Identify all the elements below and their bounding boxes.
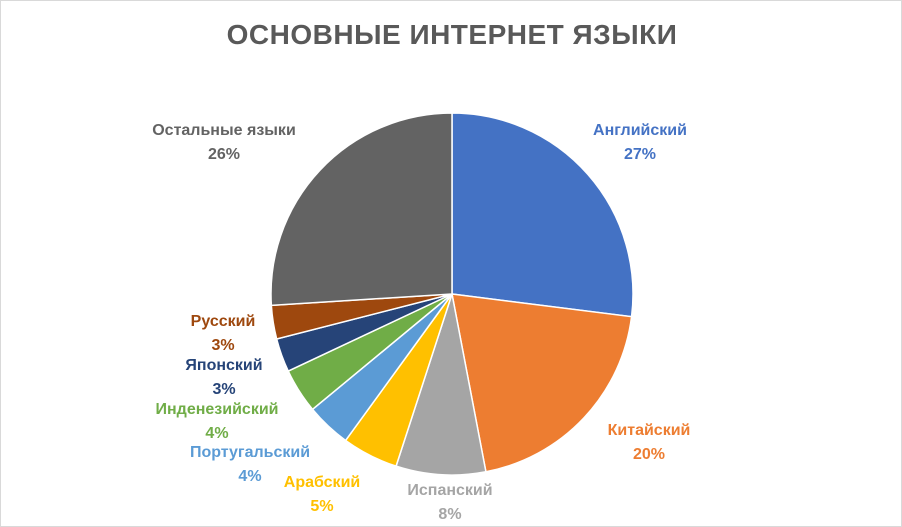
- pie-slice: [451, 293, 633, 473]
- slice-data-label: Английский 27%: [593, 119, 687, 167]
- slice-data-label: Китайский 20%: [608, 419, 691, 467]
- slice-percent-label: 3%: [211, 337, 235, 354]
- pie-slice: [451, 112, 634, 318]
- slice-data-label: Испанский 8%: [407, 479, 492, 527]
- slice-category-label: Остальные языки: [152, 122, 296, 139]
- slice-category-label: Португальский: [189, 444, 311, 461]
- slice-percent-label: 3%: [212, 381, 236, 398]
- slice-category-label: Испанский: [407, 482, 493, 499]
- pie-slice: [395, 293, 487, 476]
- slice-data-label: Японский 3%: [185, 354, 262, 402]
- slice-data-label: Русский 3%: [191, 310, 256, 358]
- slice-data-label: Арабский 5%: [284, 471, 360, 519]
- slice-data-label: Инденезийский 4%: [156, 398, 279, 446]
- slice-data-label: Остальные языки 26%: [152, 119, 296, 167]
- slice-category-label: Арабский: [283, 474, 361, 491]
- chart-title: ОСНОВНЫЕ ИНТЕРНЕТ ЯЗЫКИ: [226, 19, 678, 50]
- slice-category-label: Инденезийский: [155, 401, 279, 418]
- slice-percent-label: 5%: [310, 498, 334, 515]
- slice-data-label: Португальский 4%: [190, 441, 310, 489]
- slice-category-label: Английский: [593, 122, 687, 139]
- slice-category-label: Китайский: [607, 422, 691, 439]
- slice-category-label: Русский: [190, 313, 256, 330]
- slice-percent-label: 20%: [632, 446, 666, 463]
- slice-percent-label: 4%: [205, 425, 229, 442]
- slice-percent-label: 26%: [207, 146, 241, 163]
- slice-percent-label: 27%: [623, 146, 657, 163]
- slice-percent-label: 4%: [238, 468, 262, 485]
- pie-slice: [270, 112, 453, 307]
- slice-category-label: Японский: [185, 357, 263, 374]
- slice-percent-label: 8%: [438, 506, 462, 523]
